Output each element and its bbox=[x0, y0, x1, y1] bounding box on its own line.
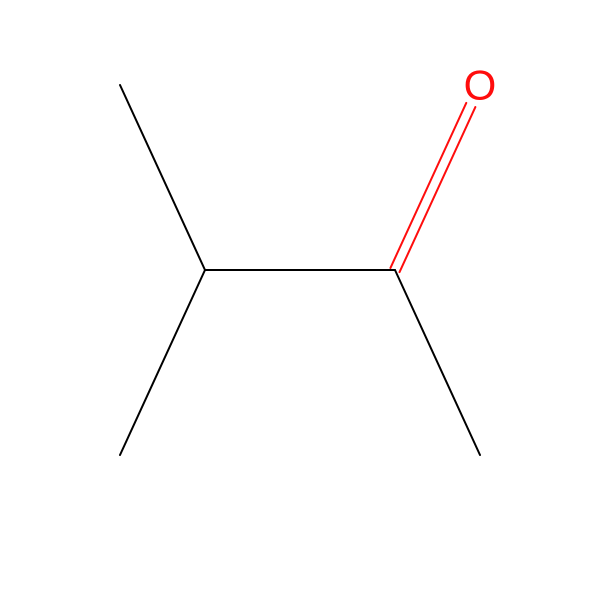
atom-label-O1: O bbox=[464, 62, 497, 109]
molecule-diagram: O bbox=[0, 0, 600, 600]
canvas-background bbox=[0, 0, 600, 600]
